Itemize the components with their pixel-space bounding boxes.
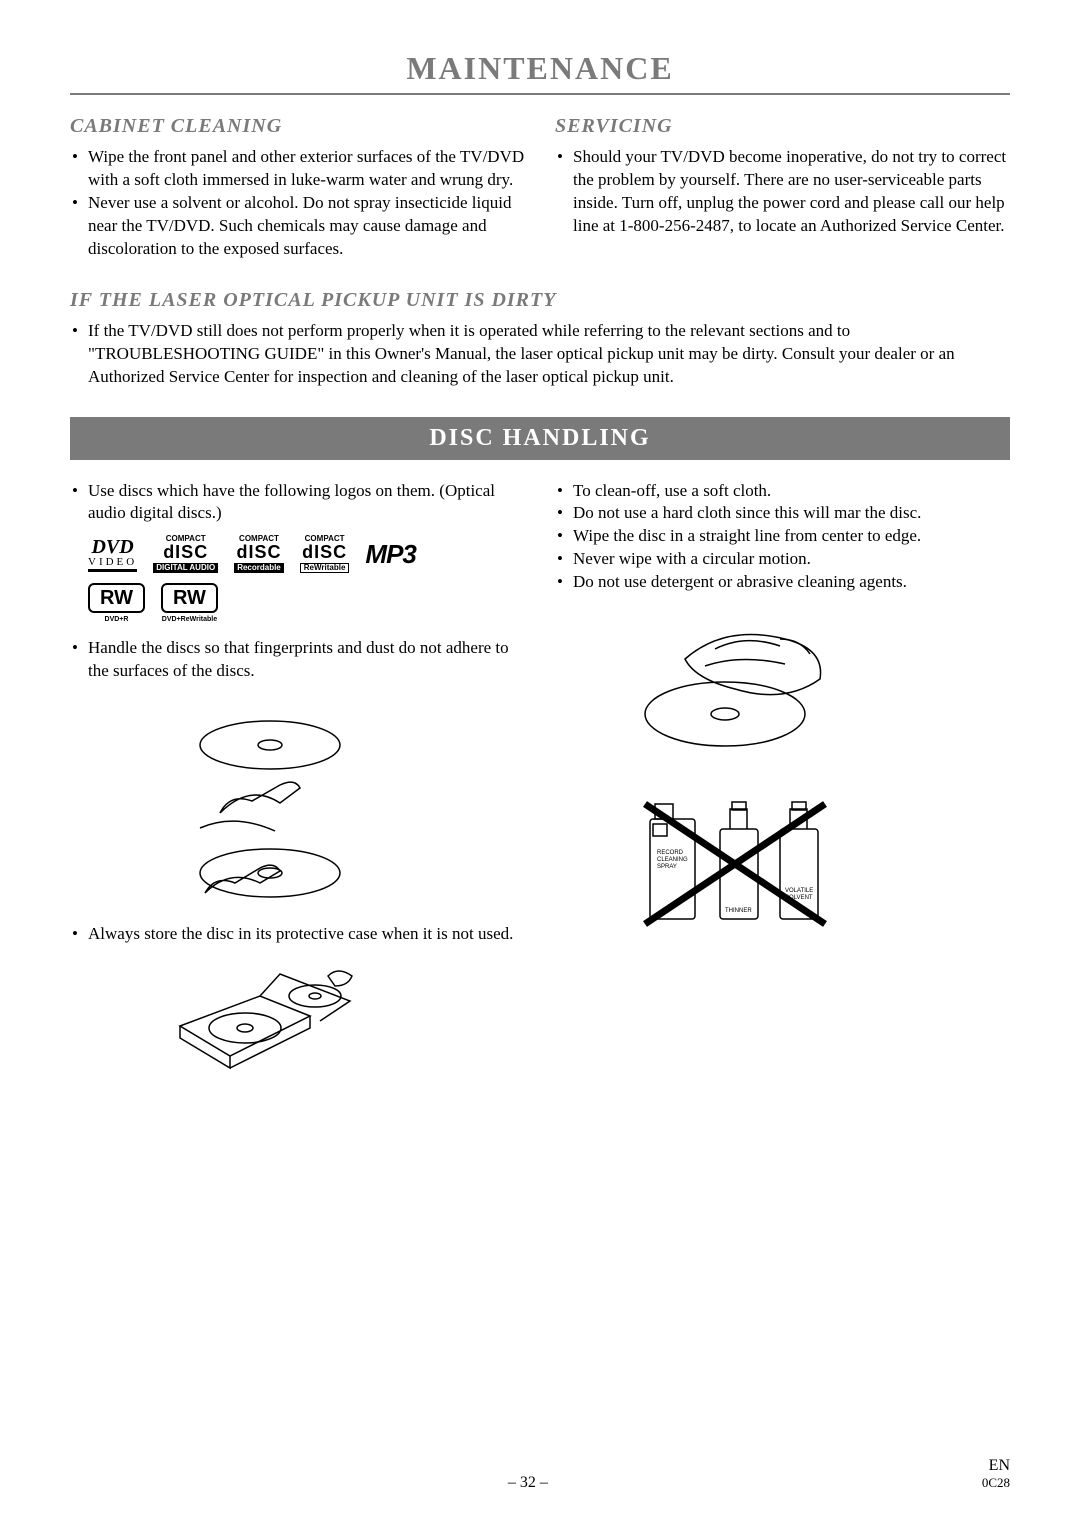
- dvd-video-logo: DVD VIDEO: [88, 537, 137, 572]
- cabinet-b2: Never use a solvent or alcohol. Do not s…: [70, 192, 525, 261]
- disc-handling-illustration: [160, 693, 380, 913]
- disc-handling-banner: DISC HANDLING: [70, 417, 1010, 460]
- rw1-sub: DVD+R: [88, 616, 145, 623]
- cd-rec-sub: Recordable: [234, 563, 284, 573]
- cabinet-list: Wipe the front panel and other exterior …: [70, 146, 525, 261]
- disc-right-b3: Wipe the disc in a straight line from ce…: [555, 525, 1010, 548]
- cd-sub: DIGITAL AUDIO: [153, 563, 218, 573]
- disc-left-b3: Always store the disc in its protective …: [70, 923, 525, 946]
- page-lang-block: EN 0C28: [982, 1457, 1010, 1492]
- logo-row-2: RW DVD+R RW DVD+ReWritable: [88, 583, 507, 623]
- dvd-sub: VIDEO: [88, 556, 137, 568]
- disc-left-list-3: Always store the disc in its protective …: [70, 923, 525, 946]
- logo-row-1: DVD VIDEO COMPACT dISC DIGITAL AUDIO COM…: [88, 535, 507, 573]
- laser-heading: IF THE LASER OPTICAL PICKUP UNIT IS DIRT…: [70, 289, 1010, 312]
- cd-rewritable-logo: COMPACT dISC ReWritable: [300, 535, 350, 573]
- disc-left-list-1: Use discs which have the following logos…: [70, 480, 525, 526]
- dvd-plus-r-logo: RW DVD+R: [88, 583, 145, 623]
- maintenance-columns: CABINET CLEANING Wipe the front panel an…: [70, 115, 1010, 261]
- disc-right-b2: Do not use a hard cloth since this will …: [555, 502, 1010, 525]
- cd-mid: dISC: [153, 543, 218, 561]
- dvd-text: DVD: [88, 537, 137, 557]
- disc-right-b4: Never wipe with a circular motion.: [555, 548, 1010, 571]
- cd-recordable-logo: COMPACT dISC Recordable: [234, 535, 284, 573]
- servicing-b1: Should your TV/DVD become inoperative, d…: [555, 146, 1010, 238]
- laser-b1: If the TV/DVD still does not perform pro…: [70, 320, 1010, 389]
- disc-wipe-illustration: [625, 604, 855, 764]
- laser-list: If the TV/DVD still does not perform pro…: [70, 320, 1010, 389]
- rw2-main: RW: [161, 583, 218, 613]
- svg-text:CLEANING: CLEANING: [657, 857, 688, 863]
- dvd-plus-rw-logo: RW DVD+ReWritable: [161, 583, 218, 623]
- servicing-heading: SERVICING: [555, 115, 1010, 138]
- rw2-sub: DVD+ReWritable: [161, 616, 218, 623]
- cabinet-heading: CABINET CLEANING: [70, 115, 525, 138]
- cd-rw-mid: dISC: [300, 543, 350, 561]
- disc-left-b1: Use discs which have the following logos…: [70, 480, 525, 526]
- no-chemicals-illustration: RECORD CLEANING SPRAY THINNER VOLATILE S…: [625, 774, 855, 954]
- page-footer: – 32 – EN 0C28: [70, 1457, 1010, 1492]
- disc-left-list-2: Handle the discs so that fingerprints an…: [70, 637, 525, 683]
- svg-text:SPRAY: SPRAY: [657, 864, 677, 870]
- page-code: 0C28: [982, 1475, 1010, 1490]
- cd-rec-mid: dISC: [234, 543, 284, 561]
- disc-left-b2: Handle the discs so that fingerprints an…: [70, 637, 525, 683]
- servicing-column: SERVICING Should your TV/DVD become inop…: [555, 115, 1010, 261]
- disc-right-b5: Do not use detergent or abrasive cleanin…: [555, 571, 1010, 594]
- solvent-label: VOLATILE: [785, 888, 813, 894]
- disc-columns: Use discs which have the following logos…: [70, 480, 1010, 1107]
- cd-rw-sub: ReWritable: [300, 563, 350, 573]
- disc-right-b1: To clean-off, use a soft cloth.: [555, 480, 1010, 503]
- laser-block: IF THE LASER OPTICAL PICKUP UNIT IS DIRT…: [70, 289, 1010, 389]
- disc-case-illustration: [160, 956, 380, 1096]
- cd-digital-audio-logo: COMPACT dISC DIGITAL AUDIO: [153, 535, 218, 573]
- spray-label: RECORD: [657, 850, 684, 856]
- page-lang: EN: [989, 1457, 1010, 1474]
- cabinet-column: CABINET CLEANING Wipe the front panel an…: [70, 115, 525, 261]
- disc-left-column: Use discs which have the following logos…: [70, 480, 525, 1107]
- mp3-logo: MP3: [365, 539, 415, 570]
- page-number: – 32 –: [74, 1474, 982, 1492]
- thinner-label: THINNER: [725, 908, 752, 914]
- page-title: MAINTENANCE: [70, 50, 1010, 95]
- servicing-list: Should your TV/DVD become inoperative, d…: [555, 146, 1010, 238]
- rw1-main: RW: [88, 583, 145, 613]
- disc-right-list: To clean-off, use a soft cloth. Do not u…: [555, 480, 1010, 595]
- disc-right-column: To clean-off, use a soft cloth. Do not u…: [555, 480, 1010, 1107]
- cabinet-b1: Wipe the front panel and other exterior …: [70, 146, 525, 192]
